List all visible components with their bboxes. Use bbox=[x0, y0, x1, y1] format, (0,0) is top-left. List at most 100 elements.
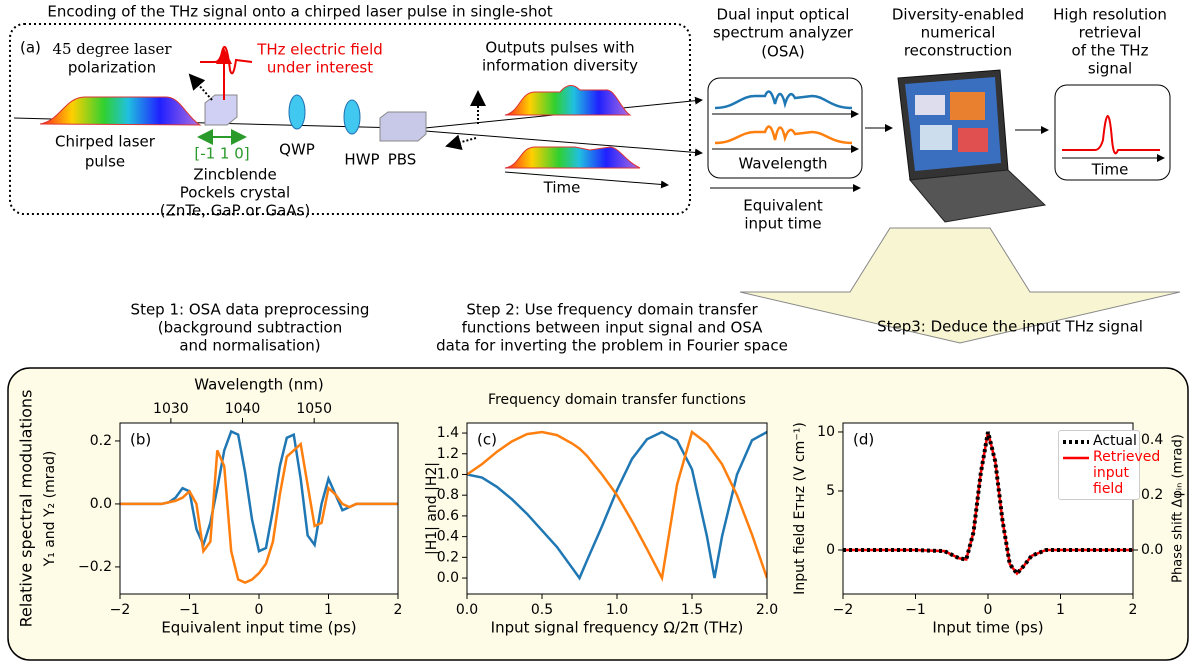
plot-area bbox=[467, 423, 767, 594]
thz-wave bbox=[200, 46, 253, 75]
label: Pockels crystal bbox=[180, 184, 290, 202]
window bbox=[915, 95, 945, 115]
y-tick-label: 0.0 bbox=[90, 496, 112, 512]
label: of the THz bbox=[1072, 42, 1149, 60]
panel-label: (b) bbox=[130, 431, 151, 449]
osa-trace bbox=[714, 90, 853, 110]
plot-area bbox=[120, 423, 398, 594]
time-arrow bbox=[504, 171, 669, 189]
crystal bbox=[204, 94, 238, 126]
y-tick-label: 0.4 bbox=[437, 529, 459, 545]
step-text: Step 1: OSA data preprocessing bbox=[131, 301, 370, 319]
panel-label: (c) bbox=[477, 431, 497, 449]
label: Equivalent bbox=[743, 197, 823, 215]
x-tick-label: −1 bbox=[905, 602, 926, 618]
x-tick-label: 2 bbox=[394, 602, 403, 618]
osa-box bbox=[707, 77, 863, 179]
label: 45 degree laser bbox=[52, 40, 172, 58]
x-tick-label: 2 bbox=[1129, 602, 1138, 618]
diagram-title: Encoding of the THz signal onto a chirpe… bbox=[47, 3, 552, 21]
legend-label: Actual bbox=[1093, 433, 1137, 449]
x-tick-label: 0.5 bbox=[531, 602, 553, 618]
label: information diversity bbox=[482, 57, 638, 75]
axes-frame bbox=[466, 422, 768, 595]
label: (ZnTe, GaP or GaAs) bbox=[160, 202, 311, 220]
label: retrieval bbox=[1079, 24, 1142, 42]
x2-axis-label: Wavelength (nm) bbox=[194, 376, 324, 394]
x-tick-label: −1 bbox=[179, 602, 200, 618]
retrieval-trace bbox=[1062, 115, 1160, 155]
step-text: data for inverting the problem in Fourie… bbox=[436, 337, 788, 355]
pbs bbox=[379, 111, 427, 142]
label: Zincblende bbox=[193, 166, 276, 184]
x-axis-label: Equivalent input time (ps) bbox=[161, 619, 356, 637]
label: signal bbox=[1088, 60, 1132, 78]
label: pulse bbox=[85, 153, 125, 171]
window bbox=[950, 92, 985, 120]
label: Time bbox=[543, 179, 581, 197]
label: Outputs pulses with bbox=[485, 39, 634, 57]
label: polarization bbox=[68, 59, 156, 77]
label: [-1 1 0] bbox=[194, 145, 249, 163]
y-tick-label: 0.8 bbox=[437, 487, 459, 503]
pulse bbox=[504, 146, 641, 169]
polarization-arrow bbox=[188, 73, 213, 101]
y2-axis-label: Phase shift Δφᵢₙ (mrad) bbox=[1171, 434, 1186, 583]
step-text: functions between input signal and OSA bbox=[462, 319, 764, 337]
label: under interest bbox=[267, 59, 373, 77]
y-tick-label: 0.2 bbox=[90, 433, 112, 449]
x2-tick-label: 1050 bbox=[296, 401, 332, 417]
panel-label: (a) bbox=[20, 39, 41, 57]
big-arrow bbox=[739, 227, 1181, 344]
y-axis-label: Y₁ and Y₂ (mrad) bbox=[42, 451, 58, 568]
label: Wavelength bbox=[739, 155, 828, 173]
y-tick-label: 0.6 bbox=[437, 508, 459, 524]
label: Dual input optical bbox=[717, 6, 850, 24]
legend: Actual Retrieved input field bbox=[1058, 430, 1160, 500]
pulse bbox=[39, 96, 202, 126]
x-tick-label: 2.0 bbox=[756, 602, 778, 618]
dotted-frame bbox=[9, 23, 691, 215]
beam bbox=[424, 130, 703, 157]
x-axis-label: Input signal frequency Ω/2π (THz) bbox=[491, 619, 744, 637]
x-tick-label: 1.0 bbox=[606, 602, 628, 618]
diagram: Encoding of the THz signal onto a chirpe… bbox=[9, 3, 1181, 344]
osa-trace bbox=[714, 125, 853, 145]
axes-frame bbox=[842, 422, 1134, 595]
legend-entry: Actual bbox=[1063, 433, 1137, 449]
y2-tick-label: 0.4 bbox=[1141, 432, 1163, 448]
y-tick-label: 0 bbox=[826, 542, 835, 558]
legend-label: Retrieved input field bbox=[1093, 449, 1161, 497]
waveplate bbox=[343, 99, 361, 135]
y-tick-label: 0.0 bbox=[437, 570, 459, 586]
y-axis-label: Relative spectral modulations bbox=[17, 390, 36, 628]
label: PBS bbox=[388, 151, 417, 169]
x-tick-label: 0 bbox=[255, 602, 264, 618]
retrieval-box bbox=[1054, 84, 1171, 181]
chart-title: Frequency domain transfer functions bbox=[488, 392, 746, 408]
y-tick-label: 10 bbox=[817, 424, 835, 440]
series-line bbox=[467, 430, 767, 581]
y2-tick-label: 0.0 bbox=[1141, 542, 1163, 558]
axes-frame bbox=[119, 422, 399, 595]
label: Time bbox=[1091, 161, 1129, 179]
y-tick-label: −0.2 bbox=[78, 559, 112, 575]
y2-tick-label: 0.2 bbox=[1141, 487, 1163, 503]
label: spectrum analyzer bbox=[713, 24, 854, 42]
y-axis-label: |H1| and |H2| bbox=[424, 462, 440, 555]
label: HWP bbox=[344, 151, 379, 169]
y-tick-label: 1.4 bbox=[437, 425, 459, 441]
step-text: and normalisation) bbox=[179, 337, 320, 355]
series-line bbox=[843, 431, 1133, 577]
series-line bbox=[467, 429, 767, 582]
label: High resolution bbox=[1053, 6, 1167, 24]
y-tick-label: 5 bbox=[826, 483, 835, 499]
window bbox=[920, 125, 952, 150]
series-line bbox=[120, 441, 398, 585]
x-tick-label: 1 bbox=[324, 602, 333, 618]
polarization-arrow bbox=[445, 134, 477, 150]
laptop-display bbox=[905, 77, 1001, 171]
